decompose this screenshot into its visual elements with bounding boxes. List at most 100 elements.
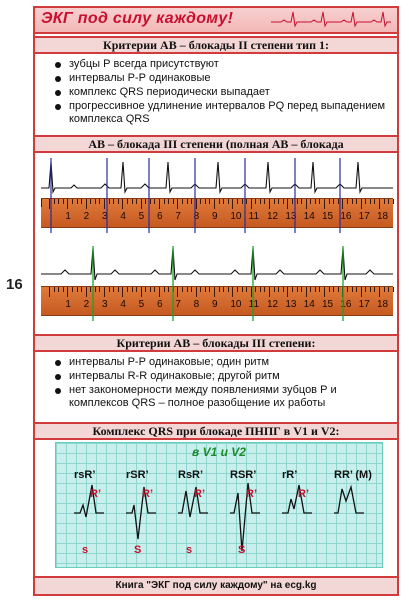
ruler-tick — [346, 287, 348, 292]
ruler-number: 3 — [102, 299, 108, 310]
ruler-number: 14 — [303, 211, 315, 222]
ruler-tick — [136, 287, 138, 292]
ruler-number: 13 — [285, 299, 297, 310]
ruler-tick — [227, 287, 229, 292]
s-wave-label: s — [82, 544, 88, 556]
ruler-number: 6 — [157, 211, 163, 222]
ruler-tick — [379, 287, 380, 297]
ruler-number: 2 — [83, 211, 90, 222]
qrs-grid-panel: в V1 и V2 rsR’ rSR’ RsR’ RSR’ rR’ RR’ (M) R’ s… — [55, 442, 383, 568]
ruler-tick — [305, 287, 307, 297]
ruler-tick — [392, 199, 394, 204]
ruler-tick — [108, 199, 110, 204]
r-prime-label: R’ — [298, 488, 309, 500]
ruler-tick — [356, 287, 358, 292]
ruler-tick — [328, 287, 330, 292]
ruler-tick — [159, 287, 160, 297]
ruler-tick — [337, 199, 339, 204]
ruler-tick — [374, 199, 376, 204]
ruler-number: 16 — [340, 299, 352, 310]
ruler-tick — [259, 287, 261, 292]
ruler-tick — [236, 199, 238, 204]
ruler-tick — [282, 199, 284, 204]
ruler-tick — [337, 287, 339, 292]
ruler-number: 14 — [303, 299, 315, 310]
ruler-tick — [379, 199, 380, 209]
ruler-tick — [369, 199, 371, 204]
qrs-panel-subtitle: в V1 и V2 — [192, 445, 246, 459]
qrs-complex-trace — [230, 482, 260, 552]
ruler-tick — [273, 287, 275, 292]
ruler-number: 3 — [102, 211, 108, 222]
s-wave-label: S — [134, 544, 141, 556]
ruler-tick — [255, 199, 257, 204]
page-header: ЭКГ под силу каждому! — [35, 8, 397, 34]
ruler-2: 1 2 3 4 5 6 7 8 9 10 11 12 13 14 15 16 17 18 — [41, 286, 394, 316]
ruler-tick — [314, 287, 316, 292]
ruler-number: 16 — [340, 211, 352, 222]
ruler-number: 11 — [248, 211, 260, 222]
ruler-tick — [369, 287, 371, 292]
ruler-tick — [76, 287, 78, 292]
ruler-tick — [269, 287, 270, 297]
ruler-tick — [145, 199, 147, 204]
page-card: ЭКГ под силу каждому! Критерии АВ – блок… — [33, 6, 399, 596]
ruler-number: 12 — [267, 211, 279, 222]
ruler-tick — [291, 287, 293, 292]
ruler-tick — [241, 287, 243, 292]
ruler-number: 18 — [377, 211, 389, 222]
ruler-tick — [214, 199, 215, 209]
ruler-tick — [328, 199, 330, 204]
ruler-tick — [282, 287, 284, 292]
qrs-complex-trace — [282, 484, 312, 514]
ruler-number: 17 — [358, 299, 370, 310]
ecg-strip-1 — [41, 161, 393, 195]
ruler-tick — [90, 287, 92, 292]
qrs-complex-label: rSR’ — [126, 469, 149, 481]
ruler-tick — [71, 287, 73, 292]
ruler-tick — [241, 199, 243, 204]
ruler-tick — [314, 199, 316, 204]
qrs-complex-trace — [334, 484, 364, 514]
ruler-number: 9 — [212, 299, 218, 310]
ruler-tick — [356, 199, 358, 204]
ruler-tick — [71, 199, 73, 204]
ruler-tick — [200, 287, 202, 292]
ruler-tick — [351, 199, 353, 204]
ruler-number: 6 — [157, 299, 163, 310]
ruler-number: 4 — [120, 299, 126, 310]
ruler-tick — [278, 287, 280, 292]
r-prime-label: R’ — [142, 488, 153, 500]
ruler-number: 8 — [193, 211, 200, 222]
qrs-complex-trace — [126, 486, 156, 540]
section1-title: Критерии АВ – блокады II степени тип 1: — [35, 36, 397, 54]
ruler-tick — [136, 199, 138, 204]
qrs-complex-label: RSR’ — [230, 469, 257, 481]
ruler-number: 1 — [65, 211, 71, 222]
ruler-tick — [269, 199, 270, 209]
ruler-number: 10 — [230, 299, 242, 310]
ruler-tick — [67, 287, 69, 297]
list-item: интервалы Р-Р одинаковые; один ритм — [55, 356, 385, 369]
ruler-tick — [117, 199, 119, 204]
ruler-tick — [177, 287, 179, 297]
list-item: интервалы Р-Р одинаковые — [55, 72, 385, 85]
ruler-tick — [62, 287, 64, 292]
ruler-tick — [250, 199, 252, 209]
ruler-tick — [126, 287, 128, 292]
ruler-tick — [104, 287, 105, 297]
ruler-tick — [113, 199, 115, 204]
ruler-tick — [388, 199, 390, 204]
ruler-tick — [168, 287, 170, 292]
ecg-strip-2 — [41, 247, 393, 281]
section3-title: Критерии АВ – блокады III степени: — [35, 334, 397, 352]
ruler-tick — [131, 199, 133, 204]
ruler-tick — [122, 287, 124, 297]
list-item: интервалы R-R одинаковые; другой ритм — [55, 370, 385, 383]
ruler-tick — [218, 199, 220, 204]
ruler-tick — [255, 287, 257, 292]
ruler-tick — [94, 287, 96, 292]
ruler-tick — [319, 287, 321, 292]
ruler-tick — [149, 287, 151, 292]
ruler-tick — [209, 199, 211, 204]
